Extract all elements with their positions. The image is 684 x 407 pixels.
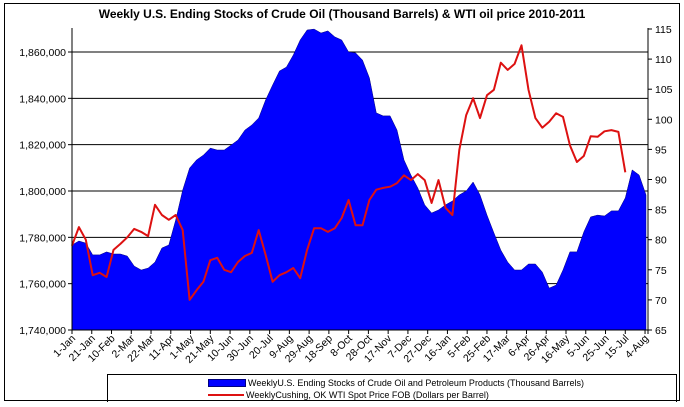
stocks-area [71, 28, 647, 331]
legend-item-price: WeeklyCushing, OK WTI Spot Price FOB (Do… [208, 389, 489, 401]
price-line-layer [71, 44, 627, 301]
left-tick-label: 1,820,000 [19, 140, 66, 152]
left-tick-label: 1,840,000 [19, 93, 66, 105]
right-tick-label: 70 [655, 295, 667, 307]
right-tick-label: 115 [655, 24, 672, 36]
right-tick-label: 100 [655, 114, 673, 126]
gridlines [72, 51, 648, 285]
legend-label-stocks: WeeklyU.S. Ending Stocks of Crude Oil an… [248, 378, 584, 388]
right-tick-label: 80 [655, 235, 667, 247]
left-axis-ticks: 1,740,000 1,760,000 1,780,000 1,800,000 1,82… [19, 47, 72, 337]
right-tick-label: 65 [655, 325, 667, 337]
right-tick-label: 85 [655, 205, 667, 217]
left-tick-label: 1,740,000 [19, 325, 66, 337]
left-tick-label: 1,780,000 [19, 232, 66, 244]
legend: WeeklyU.S. Ending Stocks of Crude Oil an… [107, 374, 677, 402]
x-axis-ticks: 1-Jan21-Jan10-Feb2-Mar22-Mar11-Apr1-May2… [51, 330, 651, 366]
chart-frame [4, 3, 680, 401]
left-tick-label: 1,760,000 [19, 279, 66, 291]
legend-label-price: WeeklyCushing, OK WTI Spot Price FOB (Do… [246, 390, 489, 400]
right-axis-ticks: 65 70 75 80 85 90 95 100 105 110 115 [648, 24, 673, 337]
axes [71, 28, 649, 334]
right-tick-label: 95 [655, 144, 667, 156]
legend-swatch-price [208, 394, 244, 396]
right-tick-label: 75 [655, 265, 667, 277]
right-tick-label: 110 [655, 54, 672, 66]
price-line [71, 44, 627, 301]
left-tick-label: 1,800,000 [19, 186, 66, 198]
stocks-area-layer [71, 28, 647, 331]
x-tick-label: 4-Aug [623, 333, 651, 361]
legend-swatch-stocks [208, 379, 246, 387]
left-tick-label: 1,860,000 [19, 47, 66, 59]
legend-item-stocks: WeeklyU.S. Ending Stocks of Crude Oil an… [208, 377, 584, 389]
chart-title: Weekly U.S. Ending Stocks of Crude Oil (… [99, 7, 586, 21]
right-tick-label: 90 [655, 175, 667, 187]
right-tick-label: 105 [655, 84, 673, 96]
